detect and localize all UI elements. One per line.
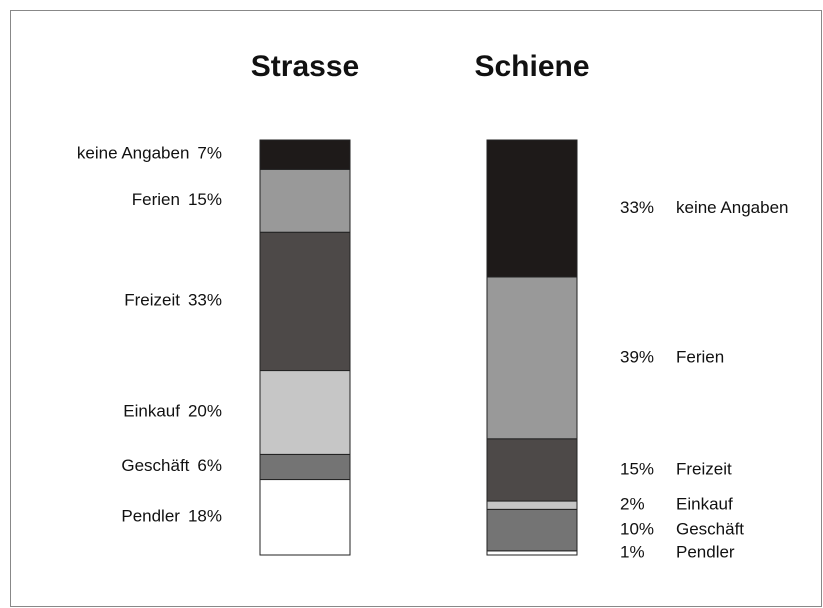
bar-segment xyxy=(259,168,351,233)
bar-segment xyxy=(259,231,351,372)
series-name: Geschäft xyxy=(121,456,189,475)
category-label: Strasse xyxy=(251,50,359,83)
data-label: 15% xyxy=(188,190,222,209)
segment-label: Geschäft 6% xyxy=(121,456,222,475)
bar-segment xyxy=(259,370,351,455)
bar-segment xyxy=(486,139,578,278)
bar-segment xyxy=(486,508,578,552)
bar-segment xyxy=(259,453,351,481)
series-name: Pendler xyxy=(121,507,180,526)
data-label: 1% xyxy=(620,542,645,561)
segment-label: Pendler 18% xyxy=(121,507,222,526)
segment-label: keine Angaben 7% xyxy=(77,144,222,163)
series-name: Einkauf xyxy=(123,402,180,421)
series-name: Ferien xyxy=(676,347,724,366)
data-label: 18% xyxy=(188,507,222,526)
data-label: 39% xyxy=(620,347,654,366)
bar-segment xyxy=(486,550,578,556)
series-name: Ferien xyxy=(132,190,180,209)
series-name: Freizeit xyxy=(676,459,732,478)
series-name: Freizeit xyxy=(124,291,180,310)
data-label: 33% xyxy=(188,291,222,310)
data-label: 15% xyxy=(620,459,654,478)
series-name: Einkauf xyxy=(676,495,733,514)
data-label: 20% xyxy=(188,402,222,421)
series-name: Geschäft xyxy=(676,520,744,539)
data-label: 7% xyxy=(197,144,222,163)
data-label: 10% xyxy=(620,520,654,539)
bar-segment xyxy=(486,500,578,510)
data-label: 6% xyxy=(197,456,222,475)
series-name: Pendler xyxy=(676,542,735,561)
bar-segment xyxy=(259,479,351,556)
segment-label: Einkauf 20% xyxy=(123,402,222,421)
segment-label: Ferien 15% xyxy=(132,190,222,209)
bar-segment xyxy=(486,438,578,502)
category-label: Schiene xyxy=(474,50,589,83)
series-name: keine Angaben xyxy=(676,198,789,217)
data-label: 2% xyxy=(620,495,645,514)
bar-segment xyxy=(259,139,351,170)
segment-label: Freizeit 33% xyxy=(124,291,222,310)
bar-segment xyxy=(486,276,578,440)
frame xyxy=(10,10,822,607)
series-name: keine Angaben xyxy=(77,144,190,163)
data-label: 33% xyxy=(620,198,654,217)
